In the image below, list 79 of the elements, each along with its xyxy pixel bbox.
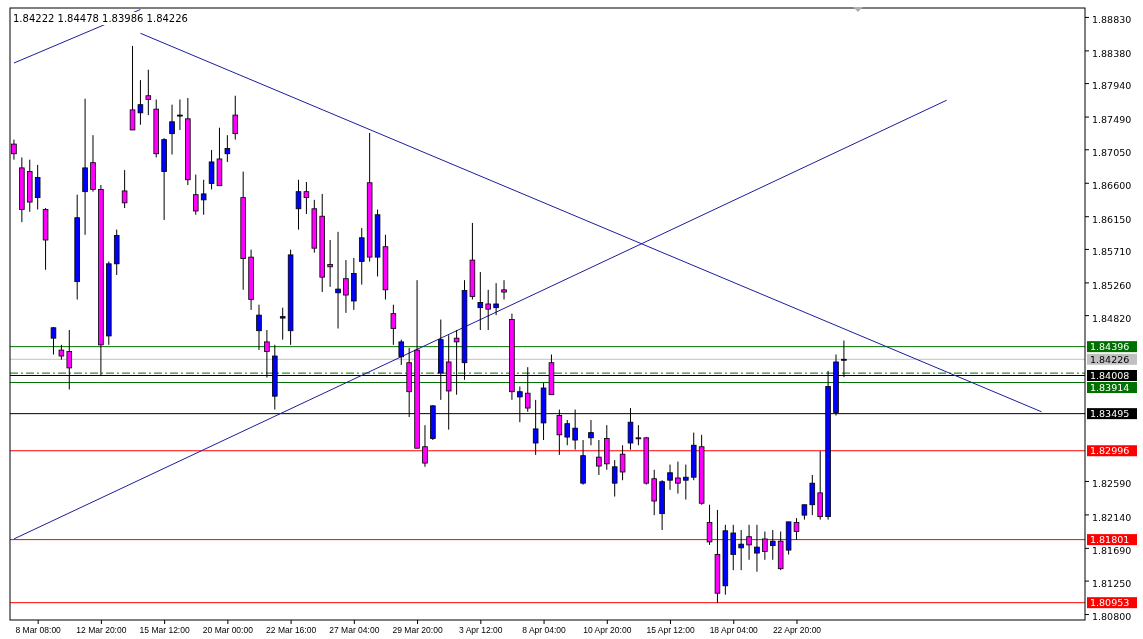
ref-line-label: 1.84396 bbox=[1090, 341, 1130, 353]
candlestick bbox=[358, 227, 365, 286]
ref-line-label: 1.82996 bbox=[1090, 445, 1130, 457]
candlestick bbox=[762, 531, 768, 561]
y-tick-label: 1.88830 bbox=[1092, 14, 1132, 26]
candlestick bbox=[588, 419, 594, 446]
x-tick-label: 18 Apr 04:00 bbox=[709, 625, 759, 636]
candlestick bbox=[770, 529, 776, 561]
y-tick-label: 1.84820 bbox=[1092, 312, 1132, 324]
candlestick bbox=[232, 95, 239, 141]
x-tick-label: 22 Apr 20:00 bbox=[772, 625, 822, 636]
y-tick-label: 1.82590 bbox=[1092, 478, 1132, 490]
y-tick-label: 1.87940 bbox=[1092, 80, 1132, 92]
ref-line-label: 1.83495 bbox=[1090, 408, 1130, 420]
candlestick bbox=[746, 524, 752, 561]
x-tick-label: 15 Mar 12:00 bbox=[139, 625, 190, 636]
x-tick-label: 8 Mar 08:00 bbox=[15, 625, 62, 636]
candlestick bbox=[169, 104, 175, 155]
y-tick-label: 1.80800 bbox=[1092, 611, 1132, 623]
ref-line-label: 1.84008 bbox=[1090, 370, 1130, 382]
candlestick bbox=[422, 424, 428, 468]
candlestick bbox=[754, 524, 760, 573]
ref-line-label: 1.81801 bbox=[1090, 534, 1130, 546]
y-tick-label: 1.85710 bbox=[1092, 246, 1132, 258]
candlestick bbox=[485, 289, 491, 331]
candlestick bbox=[343, 259, 349, 314]
candlestick bbox=[564, 419, 571, 446]
y-tick-label: 1.87050 bbox=[1092, 146, 1132, 158]
x-tick-label: 3 Apr 12:00 bbox=[459, 625, 503, 636]
x-tick-label: 22 Mar 16:00 bbox=[266, 625, 317, 636]
ref-line-label: 1.80953 bbox=[1090, 597, 1130, 609]
candlestick bbox=[477, 271, 484, 331]
y-tick-label: 1.81690 bbox=[1092, 545, 1132, 557]
candlestick bbox=[224, 134, 231, 163]
candlestick bbox=[596, 439, 602, 476]
candlestick bbox=[256, 304, 262, 351]
candlestick bbox=[706, 504, 713, 546]
x-tick-label: 20 Mar 00:00 bbox=[202, 625, 254, 636]
candlestick bbox=[34, 164, 41, 211]
annotation: 1.84222 1.84478 1.83986 1.84226 bbox=[13, 13, 188, 24]
candlestick bbox=[177, 98, 183, 131]
x-tick-label: 12 Mar 20:00 bbox=[76, 625, 127, 636]
ref-line-label: 1.83914 bbox=[1090, 382, 1130, 394]
candlestick bbox=[50, 326, 57, 356]
ref-line-label: 1.84226 bbox=[1090, 353, 1130, 365]
candlestick bbox=[82, 98, 88, 236]
x-tick-label: 15 Apr 12:00 bbox=[646, 625, 695, 636]
candlestick bbox=[809, 474, 816, 516]
candlestick bbox=[730, 524, 737, 571]
candlestick bbox=[651, 469, 657, 516]
candlestick bbox=[493, 282, 499, 316]
candlestick bbox=[667, 464, 673, 491]
y-tick-label: 1.86600 bbox=[1092, 180, 1132, 192]
candlestick bbox=[200, 179, 207, 216]
candlestick bbox=[335, 231, 341, 329]
candlestick bbox=[390, 304, 397, 346]
y-tick-label: 1.88380 bbox=[1092, 47, 1132, 59]
candlestick bbox=[675, 461, 681, 495]
y-tick-label: 1.86150 bbox=[1092, 213, 1132, 225]
candlestick bbox=[501, 279, 507, 300]
x-tick-label: 27 Mar 04:00 bbox=[329, 625, 380, 636]
candlestick bbox=[611, 459, 618, 498]
candlestick bbox=[738, 529, 744, 571]
candlestick bbox=[683, 464, 689, 501]
candlestick bbox=[121, 169, 128, 209]
candlestick bbox=[192, 174, 199, 216]
x-tick-label: 10 Apr 20:00 bbox=[583, 625, 632, 636]
candlestick bbox=[619, 444, 626, 481]
y-tick-label: 1.82140 bbox=[1092, 511, 1132, 523]
x-tick-label: 8 Apr 04:00 bbox=[522, 625, 567, 636]
candlestick bbox=[398, 339, 405, 366]
x-tick-label: 29 Mar 20:00 bbox=[392, 625, 443, 636]
candlestick bbox=[145, 69, 152, 116]
y-tick-label: 1.81250 bbox=[1092, 577, 1132, 589]
y-tick-label: 1.87490 bbox=[1092, 113, 1132, 125]
y-tick-label: 1.85260 bbox=[1092, 279, 1132, 291]
candlestick bbox=[279, 307, 286, 341]
candlestick bbox=[817, 450, 823, 521]
candlestick bbox=[327, 239, 333, 288]
